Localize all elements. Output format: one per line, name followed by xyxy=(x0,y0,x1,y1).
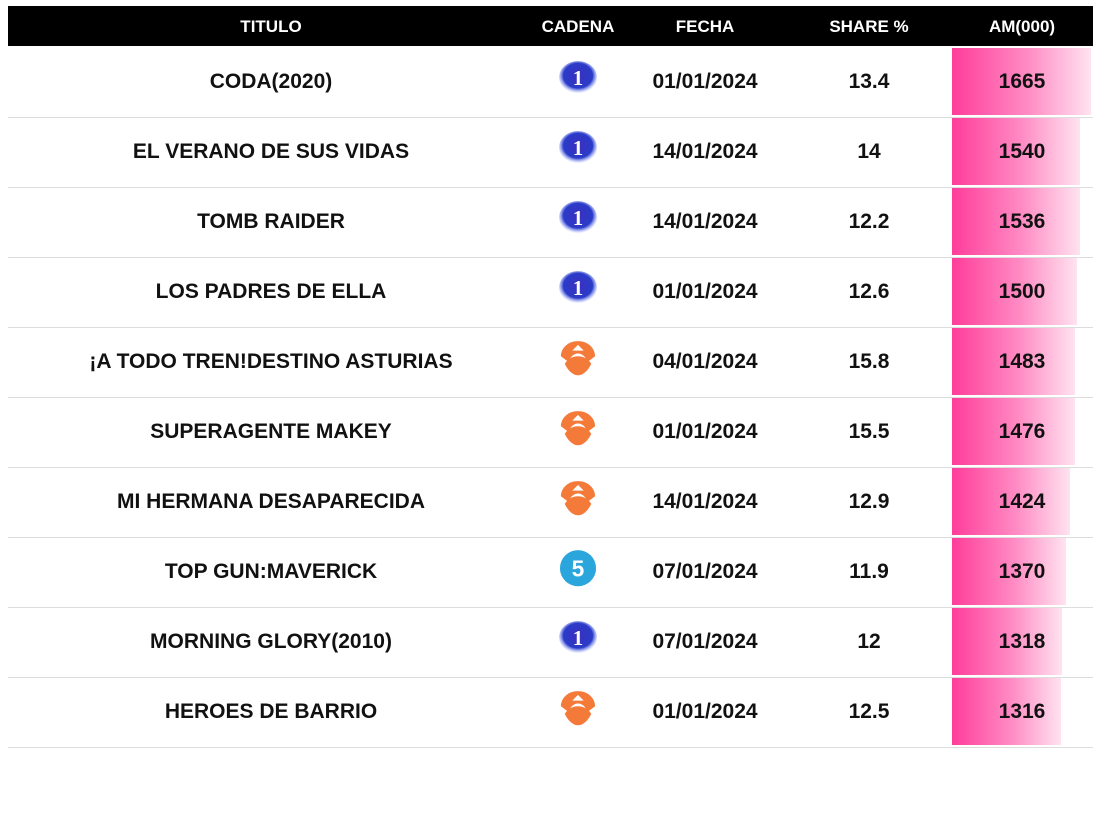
am-bar xyxy=(952,328,1075,395)
am-bar xyxy=(952,118,1080,185)
table-header: TITULO CADENA FECHA SHARE % AM(000) xyxy=(8,6,1093,46)
titulo-cell: TOP GUN:MAVERICK xyxy=(164,560,378,583)
table-row: TOMB RAIDER 1 14/01/2024 12.2 1536 xyxy=(8,187,1093,258)
titulo-cell: SUPERAGENTE MAKEY xyxy=(150,420,392,443)
am-bar xyxy=(952,678,1061,745)
titulo-cell: HEROES DE BARRIO xyxy=(164,700,378,723)
share-cell: 15.8 xyxy=(848,350,890,373)
table-row: EL VERANO DE SUS VIDAS 1 14/01/2024 14 1… xyxy=(8,117,1093,188)
header-cadena: CADENA xyxy=(541,17,615,36)
fecha-cell: 07/01/2024 xyxy=(652,630,758,653)
share-cell: 13.4 xyxy=(848,70,890,93)
fecha-cell: 04/01/2024 xyxy=(652,350,758,373)
antena3-logo-icon xyxy=(560,691,596,726)
la1-logo-icon: 1 xyxy=(559,131,597,164)
am-cell: 1370 xyxy=(998,560,1046,583)
svg-text:1: 1 xyxy=(573,206,583,230)
fecha-cell: 01/01/2024 xyxy=(652,70,758,93)
fecha-cell: 14/01/2024 xyxy=(652,490,758,513)
am-cell: 1540 xyxy=(998,140,1046,163)
am-bar xyxy=(952,468,1070,535)
share-cell: 14 xyxy=(857,140,881,163)
table-row: ¡A TODO TREN!DESTINO ASTURIAS 04/01/2024… xyxy=(8,327,1093,398)
share-cell: 12 xyxy=(857,630,881,653)
share-cell: 12.2 xyxy=(848,210,890,233)
antena3-logo-icon xyxy=(560,411,596,446)
table-row: LOS PADRES DE ELLA 1 01/01/2024 12.6 150… xyxy=(8,257,1093,328)
am-cell: 1665 xyxy=(998,70,1046,93)
table-row: TOP GUN:MAVERICK 5 07/01/2024 11.9 1370 xyxy=(8,537,1093,608)
fecha-cell: 01/01/2024 xyxy=(652,700,758,723)
la1-logo-icon: 1 xyxy=(559,201,597,234)
svg-text:5: 5 xyxy=(572,556,585,582)
am-bar xyxy=(952,398,1075,465)
am-bar xyxy=(952,48,1091,115)
am-bar xyxy=(952,188,1080,255)
fecha-cell: 14/01/2024 xyxy=(652,210,758,233)
am-cell: 1476 xyxy=(998,420,1046,443)
table-row: MI HERMANA DESAPARECIDA 14/01/2024 12.9 … xyxy=(8,467,1093,538)
titulo-cell: LOS PADRES DE ELLA xyxy=(155,280,387,303)
titulo-cell: CODA(2020) xyxy=(209,70,333,93)
table-row: CODA(2020) 1 01/01/2024 13.4 1665 xyxy=(8,47,1093,118)
fecha-cell: 01/01/2024 xyxy=(652,280,758,303)
table-row: SUPERAGENTE MAKEY 01/01/2024 15.5 1476 xyxy=(8,397,1093,468)
svg-text:1: 1 xyxy=(573,276,583,300)
header-share: SHARE % xyxy=(829,17,909,36)
am-bar xyxy=(952,608,1062,675)
table-row: HEROES DE BARRIO 01/01/2024 12.5 1316 xyxy=(8,677,1093,748)
header-titulo: TITULO xyxy=(240,17,302,36)
la1-logo-icon: 1 xyxy=(559,61,597,94)
table-row: MORNING GLORY(2010) 1 07/01/2024 12 1318 xyxy=(8,607,1093,678)
header-fecha: FECHA xyxy=(675,17,735,36)
am-cell: 1483 xyxy=(998,350,1046,373)
titulo-cell: TOMB RAIDER xyxy=(197,210,345,233)
telecinco-logo-icon: 5 xyxy=(559,550,597,587)
share-cell: 12.5 xyxy=(848,700,890,723)
fecha-cell: 01/01/2024 xyxy=(652,420,758,443)
am-bar xyxy=(952,538,1066,605)
titulo-cell: ¡A TODO TREN!DESTINO ASTURIAS xyxy=(89,350,453,373)
am-cell: 1424 xyxy=(998,490,1046,513)
svg-text:1: 1 xyxy=(573,136,583,160)
share-cell: 11.9 xyxy=(849,560,889,583)
titulo-cell: MORNING GLORY(2010) xyxy=(150,630,392,653)
svg-text:1: 1 xyxy=(573,66,583,90)
la1-logo-icon: 1 xyxy=(559,271,597,304)
header-am: AM(000) xyxy=(988,17,1056,36)
la1-logo-icon: 1 xyxy=(559,621,597,654)
am-cell: 1536 xyxy=(998,210,1046,233)
share-cell: 15.5 xyxy=(848,420,890,443)
fecha-cell: 14/01/2024 xyxy=(652,140,758,163)
share-cell: 12.9 xyxy=(848,490,890,513)
titulo-cell: EL VERANO DE SUS VIDAS xyxy=(132,140,410,163)
am-cell: 1316 xyxy=(998,700,1046,723)
am-bar xyxy=(952,258,1077,325)
antena3-logo-icon xyxy=(560,341,596,376)
am-cell: 1318 xyxy=(998,630,1046,653)
antena3-logo-icon xyxy=(560,481,596,516)
fecha-cell: 07/01/2024 xyxy=(652,560,758,583)
am-cell: 1500 xyxy=(998,280,1046,303)
share-cell: 12.6 xyxy=(848,280,890,303)
svg-text:1: 1 xyxy=(573,626,583,650)
titulo-cell: MI HERMANA DESAPARECIDA xyxy=(116,490,426,513)
